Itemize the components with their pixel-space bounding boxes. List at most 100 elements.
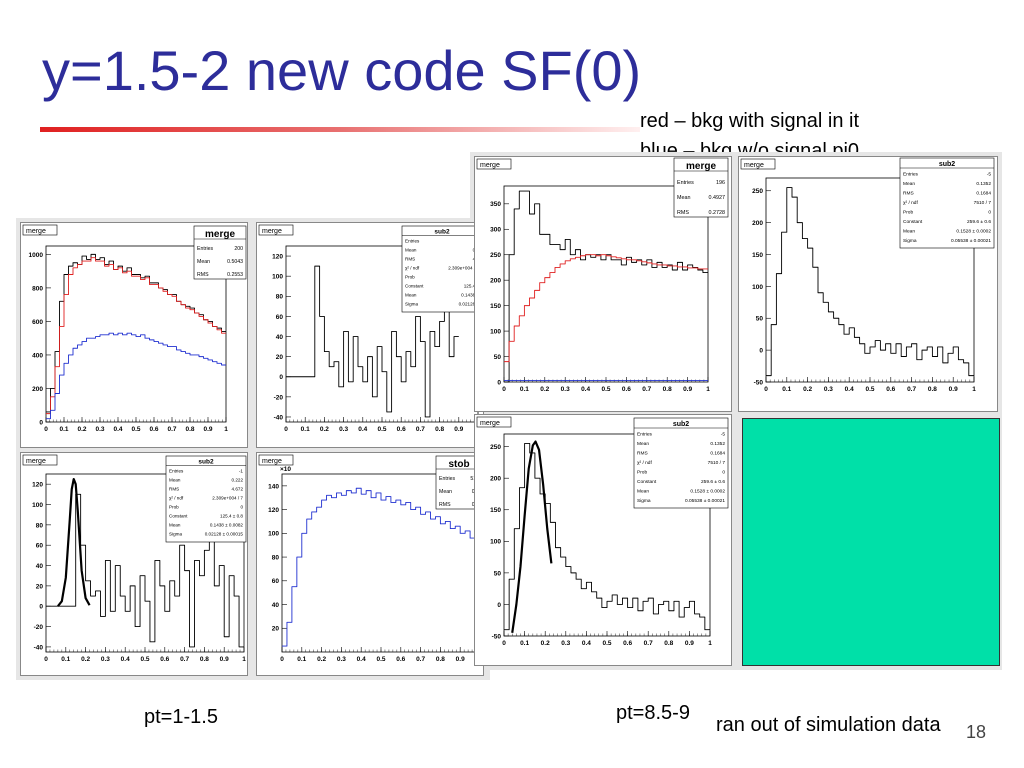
stats-box-frame — [673, 157, 729, 218]
y-tick-label: -20 — [34, 624, 44, 631]
x-tick-label: 0 — [284, 426, 288, 433]
x-tick-label: 0.8 — [663, 386, 672, 393]
x-tick-label: 0.6 — [397, 426, 406, 433]
y-tick-label: 60 — [36, 543, 44, 550]
x-tick-label: 0.3 — [337, 656, 346, 663]
histogram-series-1 — [504, 254, 708, 363]
y-tick-label: 0 — [279, 374, 283, 381]
x-tick-label: 0.1 — [297, 656, 306, 663]
stats-row-value: 7510 / 7 — [974, 200, 992, 206]
y-tick-label: 120 — [32, 482, 43, 489]
stats-row-label: Constant — [169, 514, 188, 519]
caption-pt-low: pt=1-1.5 — [144, 706, 218, 728]
y-tick-label: 20 — [272, 626, 280, 633]
y-tick-label: 250 — [490, 444, 501, 451]
stats-box-title: sub2 — [434, 229, 450, 236]
stats-row-label: Entries — [903, 172, 919, 178]
x-tick-label: 0.9 — [456, 656, 465, 663]
pad-tab: merge — [258, 224, 294, 236]
stats-row-label: RMS — [439, 502, 451, 508]
stats-row-value: 0.1438 ± — [461, 293, 479, 298]
y-tick-label: 80 — [272, 554, 280, 561]
x-tick-label: 0.7 — [416, 656, 425, 663]
x-tick-label: 0.7 — [907, 386, 916, 393]
pad-tab: merge — [740, 158, 776, 170]
stats-row-value: 196 — [716, 180, 725, 186]
stats-row-value: 0.05538 ± 0.00021 — [951, 238, 991, 244]
x-tick-label: 0 — [502, 386, 506, 393]
y-tick-label: 250 — [490, 252, 501, 259]
stats-box-title: sub2 — [198, 459, 214, 466]
histogram-series-2 — [46, 332, 226, 420]
stats-box-title: merge — [686, 161, 716, 172]
stats-row-label: Sigma — [637, 498, 651, 504]
pad-tab: merge — [476, 416, 512, 428]
stats-box-frame — [165, 455, 247, 543]
x-tick-label: 0.3 — [824, 386, 833, 393]
histogram-series-0 — [766, 187, 974, 377]
stats-row-label: Constant — [405, 284, 424, 289]
x-tick-label: 0.8 — [435, 426, 444, 433]
x-tick-label: 0.5 — [602, 640, 611, 647]
stats-row-value: -1 — [239, 469, 244, 474]
y-tick-label: 80 — [276, 294, 284, 301]
y-tick-label: -50 — [492, 633, 502, 640]
x-axis: 0 0.1 0.2 0.3 0.4 0.5 0.6 0.7 0.8 0.9 1 — [764, 377, 976, 393]
x-tick-label: 0.4 — [113, 426, 122, 433]
x-tick-label: 0 — [44, 656, 48, 663]
x-tick-label: 0.3 — [101, 656, 110, 663]
x-tick-label: 0.8 — [200, 656, 209, 663]
x-tick-label: 0.1 — [520, 640, 529, 647]
pad-tab-box — [476, 416, 512, 428]
y-tick-label: 100 — [752, 284, 763, 291]
x-tick-label: 0.9 — [220, 656, 229, 663]
y-tick-label: 200 — [752, 220, 763, 227]
pad-tab: merge — [22, 224, 58, 236]
x-tick-label: 0.5 — [377, 426, 386, 433]
y-tick-label: 150 — [490, 303, 501, 310]
y-tick-label: 200 — [32, 386, 43, 393]
stats-row-label: Entries — [677, 180, 694, 186]
stats-row-value: 2.309e+004 / 7 — [212, 496, 243, 501]
y-axis: -50 0 50 100 150 200 250 — [490, 444, 509, 640]
y-tick-label: 200 — [490, 476, 501, 483]
stats-row-value: 0.222 — [232, 478, 244, 483]
y-tick-label: 40 — [272, 602, 280, 609]
x-tick-label: 0.9 — [454, 426, 463, 433]
stats-row-value: 125.4 ± — [464, 284, 480, 289]
y-tick-label: 600 — [32, 319, 43, 326]
y-axis: -40 -20 0 20 40 60 80 100 120 — [32, 482, 51, 651]
y-axis: -40 -20 0 20 40 60 80 100 120 — [272, 253, 291, 421]
stats-box-frame — [899, 157, 995, 249]
stats-row-label: Mean — [405, 248, 417, 253]
stats-row-label: χ² / ndf — [405, 266, 420, 271]
histogram-series-1 — [46, 257, 226, 415]
stats-box: sub2 Entries -1 Mean 0.222 RMS 4.672 χ² / ndf 2.… — [165, 455, 247, 543]
x-tick-label: 0.4 — [357, 656, 366, 663]
pad-tab-label: merge — [744, 162, 764, 169]
stats-row-label: RMS — [677, 210, 689, 216]
pad-tab-label: merge — [480, 420, 500, 427]
y-tick-label: 20 — [276, 354, 284, 361]
stats-row-label: Mean — [637, 441, 649, 447]
pad-pt85-merge: merge 0 0.1 0.2 0.3 0.4 0.5 0.6 0.7 0.8 0.9 1 0 50 100… — [474, 156, 732, 412]
y-tick-label: 800 — [32, 285, 43, 292]
pad-tab-box — [22, 224, 58, 236]
stats-row-label: Mean — [637, 489, 649, 495]
y-tick-label: 120 — [272, 253, 283, 260]
y-tick-label: 0 — [497, 379, 501, 386]
stats-row-value: 0.2553 — [227, 272, 243, 278]
x-tick-label: 1 — [224, 426, 228, 433]
x-tick-label: 0.4 — [582, 640, 591, 647]
stats-row-value: 2.309e+004 / 7 — [448, 266, 479, 271]
stats-row-value: 0 — [988, 210, 991, 216]
pad-tab-label: merge — [262, 458, 282, 465]
stats-row-label: Sigma — [169, 532, 182, 537]
stats-row-value: 259.6 ± 0.6 — [967, 219, 991, 225]
x-tick-label: 0.6 — [160, 656, 169, 663]
x-tick-label: 0.5 — [865, 386, 874, 393]
histogram-series-0 — [286, 265, 459, 418]
x-tick-label: 0.4 — [845, 386, 854, 393]
x-tick-label: 0.4 — [581, 386, 590, 393]
x-tick-label: 0 — [764, 386, 768, 393]
